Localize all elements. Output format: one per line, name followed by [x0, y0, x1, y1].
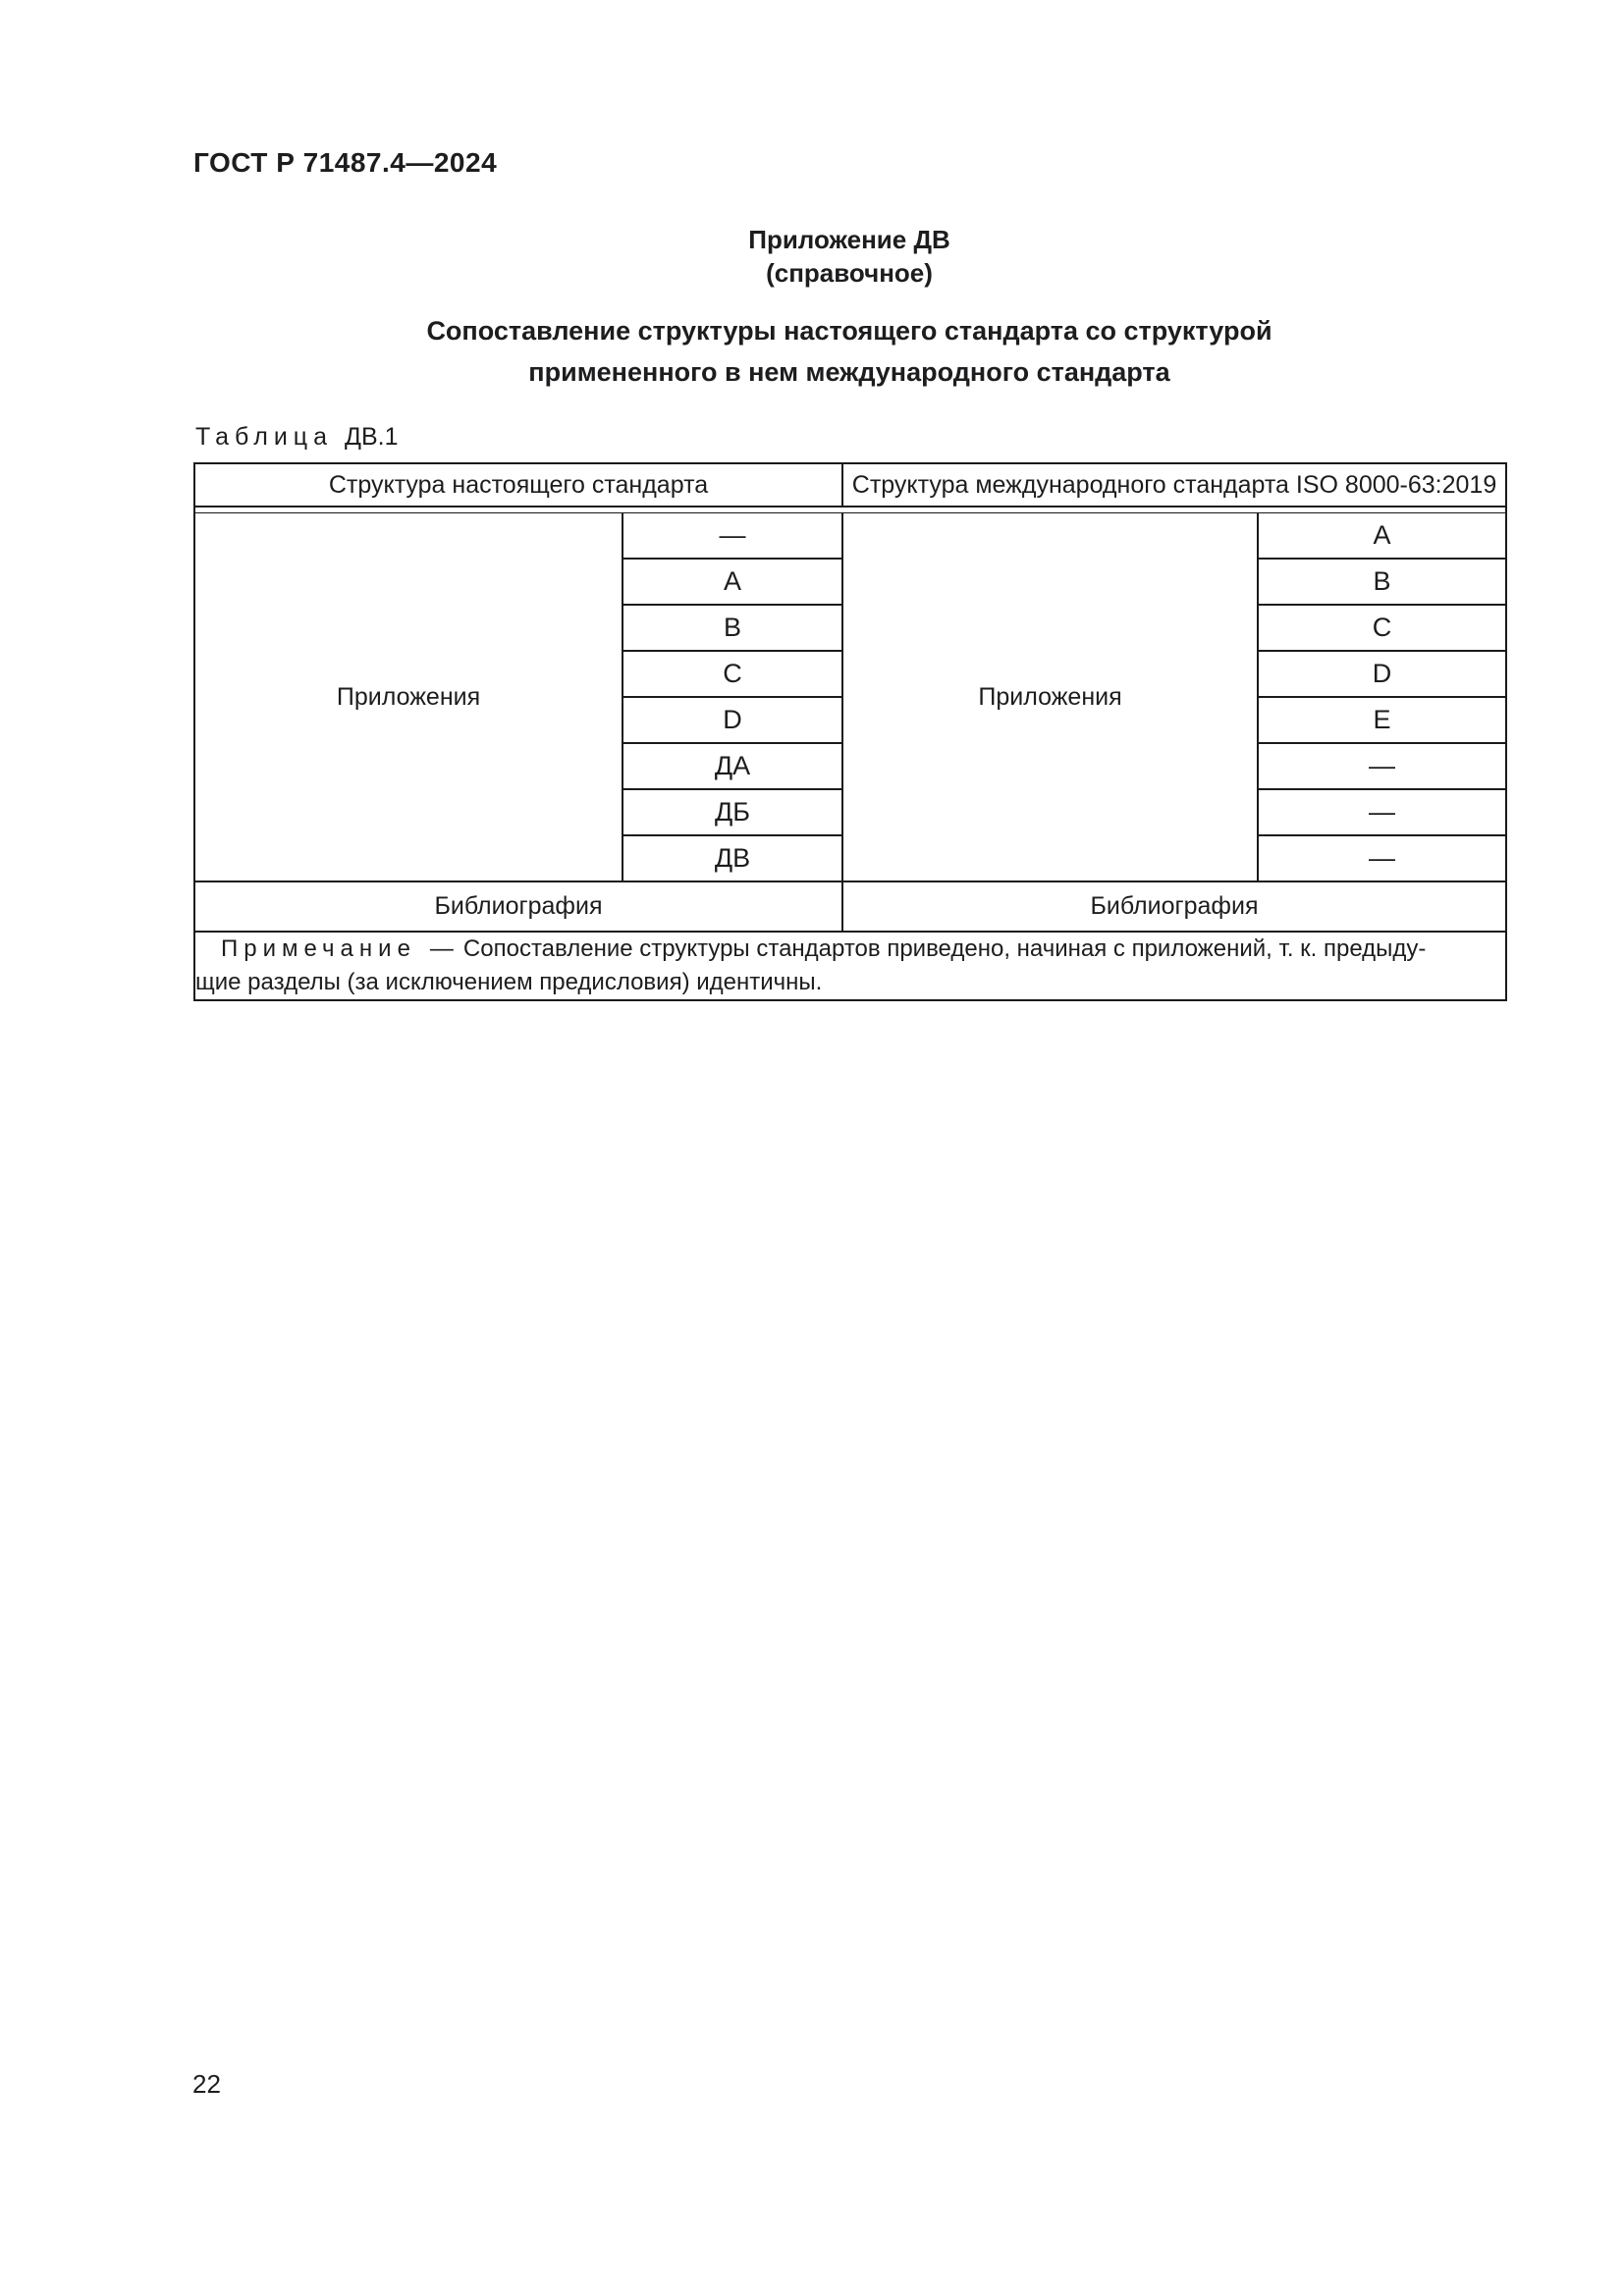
appendix-type: (справочное): [766, 258, 933, 288]
table-cell-left-3: C: [622, 651, 843, 698]
table-cell-right-0: A: [1256, 512, 1508, 560]
table-note: Примечание — Сопоставление структуры станд…: [194, 931, 1507, 1000]
table-cell-left-5: ДА: [622, 743, 843, 790]
table-cell-right-5: —: [1256, 743, 1508, 790]
table-row: A B: [194, 559, 1508, 606]
note-line-2: щие разделы (за исключением предисловия)…: [195, 969, 823, 995]
table-cell-left-4: D: [622, 697, 843, 744]
table-cell-right-4: E: [1256, 697, 1508, 744]
table-cell-right-6: —: [1256, 789, 1508, 836]
title-line-2: примененного в нем международного станда…: [528, 357, 1170, 387]
table-cell-left-1: A: [622, 559, 843, 606]
table-cell-right-2: C: [1256, 605, 1508, 652]
note-text-1: Сопоставление структуры стандартов приве…: [462, 935, 1427, 962]
double-rule-spacer: [194, 507, 1507, 513]
table-header-row: Структура настоящего стандарта Структура…: [194, 463, 1507, 507]
column-header-left: Структура настоящего стандарта: [194, 463, 843, 507]
table-caption-number: ДВ.1: [345, 423, 399, 451]
table-row: ДБ —: [194, 789, 1508, 836]
bibliography-right: Библиография: [842, 881, 1507, 932]
left-group-label: Приложения: [336, 682, 481, 711]
double-rule-gap: [194, 507, 1507, 513]
table-row: B C: [194, 605, 1508, 652]
table-cell-left-7: ДВ: [622, 835, 843, 882]
table-cell-left-6: ДБ: [622, 789, 843, 836]
note-row: Примечание — Сопоставление структуры станд…: [194, 931, 1507, 1000]
column-header-right: Структура международного стандарта ISO 8…: [842, 463, 1507, 507]
comparison-table: Структура настоящего стандарта Структура…: [193, 462, 1508, 1001]
doc-code: ГОСТ Р 71487.4—2024: [193, 147, 498, 178]
table-row: Приложения — Приложения A: [194, 512, 1508, 711]
title-line-1: Сопоставление структуры настоящего станд…: [426, 316, 1272, 346]
table-cell-right-3: D: [1256, 651, 1508, 698]
appendix-title: Сопоставление структуры настоящего станд…: [193, 310, 1505, 393]
bibliography-row: Библиография Библиография: [194, 881, 1507, 932]
table-caption-label: Таблица: [195, 423, 334, 451]
note-line-1: Примечание — Сопоставление структуры станд…: [195, 933, 1505, 966]
note-dash: —: [429, 935, 454, 962]
table-caption: Таблица ДВ.1: [195, 423, 399, 452]
bibliography-left: Библиография: [194, 881, 843, 932]
right-group-label: Приложения: [978, 682, 1122, 711]
table-cell-left-2: B: [622, 605, 843, 652]
table-cell-left-0: —: [622, 512, 843, 560]
table-cell-right-7: —: [1256, 835, 1508, 882]
table-row: ДВ —: [194, 835, 1508, 882]
page-number: 22: [192, 2069, 221, 2099]
table-row: C D: [194, 651, 1508, 698]
table-row: ДА —: [194, 743, 1508, 790]
table-row: D E: [194, 697, 1508, 744]
table-cell-right-1: B: [1256, 559, 1508, 606]
note-label: Примечание: [221, 935, 416, 962]
appendix-label: Приложение ДВ: [748, 225, 950, 254]
